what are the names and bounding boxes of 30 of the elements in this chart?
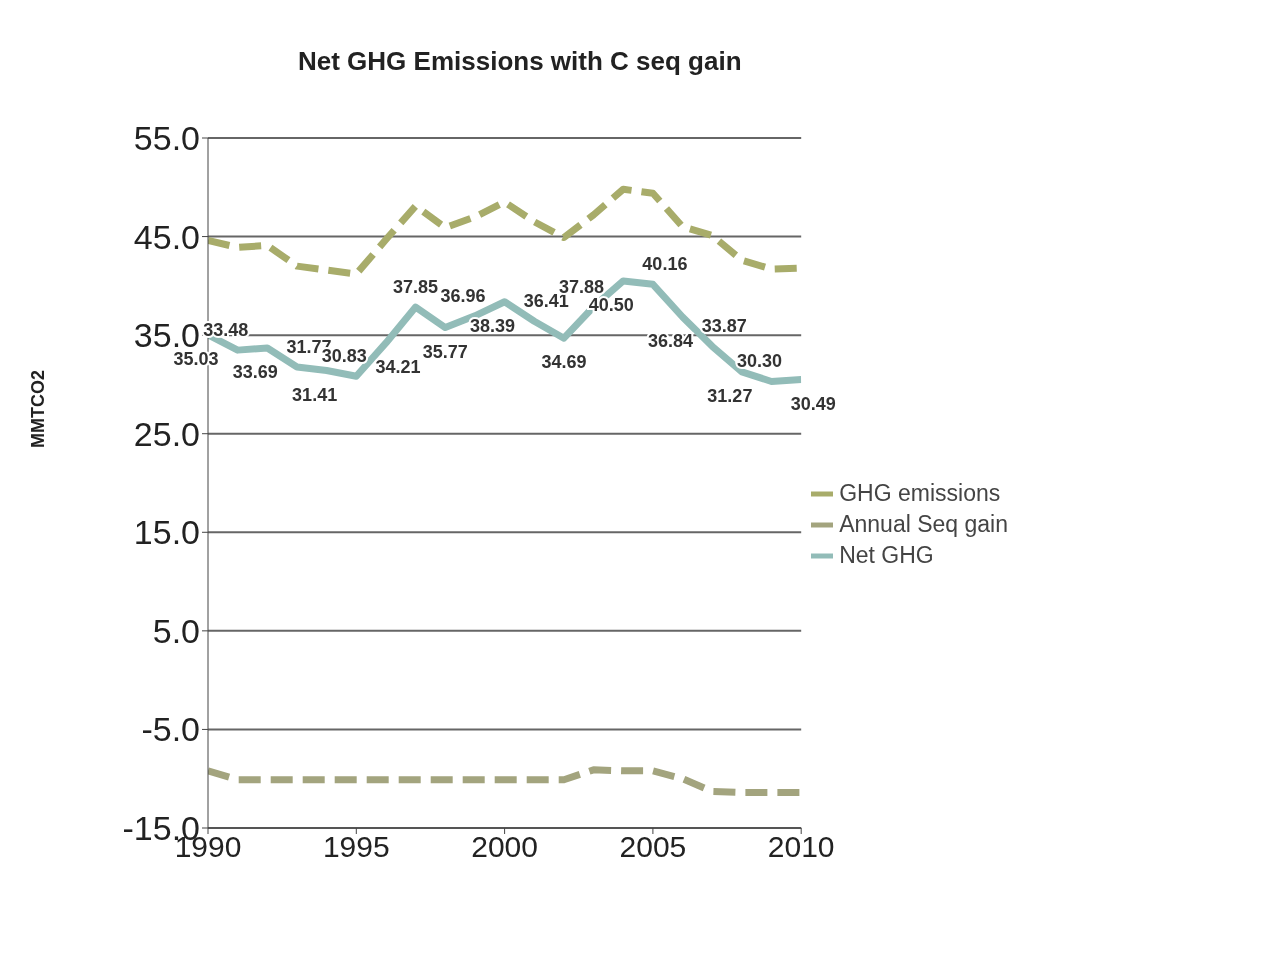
data-label: 34.21 xyxy=(375,356,421,377)
y-tick-label: 55.0 xyxy=(133,119,200,158)
data-label: 36.96 xyxy=(440,285,486,306)
x-tick-label: 2010 xyxy=(767,830,835,864)
data-label: 37.85 xyxy=(393,277,439,298)
data-label: 31.27 xyxy=(707,385,753,406)
y-tick-label: 25.0 xyxy=(133,414,200,453)
x-tick-label: 1995 xyxy=(322,830,390,864)
x-tick-label: 2005 xyxy=(619,830,687,864)
data-label: 33.69 xyxy=(232,362,278,383)
data-label: 35.77 xyxy=(422,341,468,362)
legend-label: Annual Seq gain xyxy=(839,510,1008,539)
data-label: 31.41 xyxy=(292,384,338,405)
y-tick-label: 5.0 xyxy=(152,611,200,650)
data-label: 38.39 xyxy=(470,315,516,336)
chart-title: Net GHG Emissions with C seq gain xyxy=(298,46,742,77)
y-axis-title: MMTCO2 xyxy=(28,370,49,448)
y-tick-label: -5.0 xyxy=(141,710,200,749)
legend-label: GHG emissions xyxy=(839,479,1001,508)
data-label: 40.50 xyxy=(588,294,634,315)
data-label: 30.30 xyxy=(737,351,783,372)
data-label: 36.84 xyxy=(648,331,694,352)
data-label: 33.87 xyxy=(701,316,747,337)
data-label: 40.16 xyxy=(642,254,688,275)
y-tick-label: 15.0 xyxy=(133,513,200,552)
y-tick-label: 45.0 xyxy=(133,217,200,256)
x-tick-label: 2000 xyxy=(471,830,538,864)
data-label: 30.49 xyxy=(790,393,836,414)
legend-label: Net GHG xyxy=(839,541,934,570)
data-label: 34.69 xyxy=(541,352,587,373)
